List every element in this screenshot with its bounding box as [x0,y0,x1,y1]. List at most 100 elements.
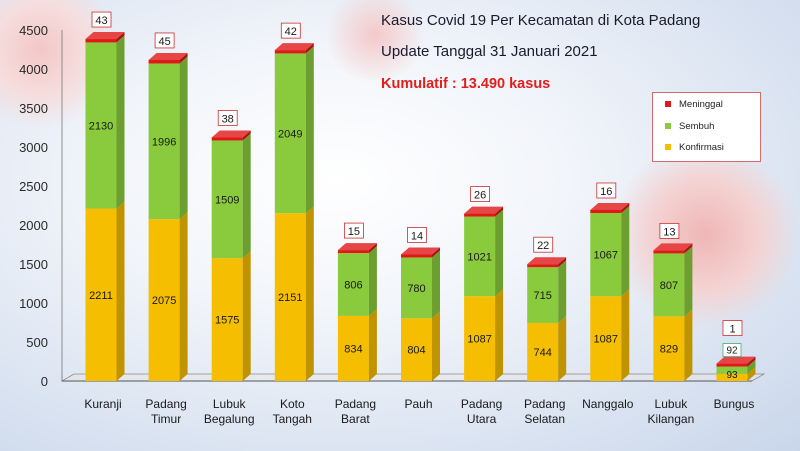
x-tick-label-line: Koto [280,397,305,411]
bar-died-top [590,202,630,210]
bar-confirmed-side [242,251,251,381]
bar-confirmed-side [747,366,756,381]
x-tick-label-line: Lubuk [655,397,689,411]
data-label-recovered: 1067 [594,250,618,262]
y-tick-label: 0 [41,374,48,389]
data-label-died-box [217,110,238,126]
x-tick-label: Padang Utara [461,397,502,426]
data-label-died: 1 [729,324,735,336]
data-label-recovered: 715 [534,290,552,302]
bar-died-side [368,243,377,254]
data-label-confirmed: 1575 [215,315,239,327]
y-tick-label: 4500 [19,23,48,38]
legend-item-sembuh: Sembuh [665,121,714,132]
bar-died-side [558,257,567,268]
data-label-died: 43 [95,15,107,27]
x-tick-label-line: Begalung [204,412,255,426]
x-tick-label: Koto Tangah [273,397,312,426]
x-tick-label-line: Timur [151,412,181,426]
bar-died-top [527,257,567,265]
data-label-confirmed: 1087 [467,334,491,346]
bar-died-top [274,43,314,51]
data-label-recovered: 806 [344,280,362,292]
bar-confirmed [464,296,496,381]
cumulative-total: Kumulatif : 13.490 kasus [381,76,551,92]
data-label-died: 22 [537,240,549,252]
bar-died [527,264,559,268]
bar-died-side [621,202,630,213]
bar-recovered [274,53,306,214]
bar-recovered [337,253,369,316]
legend-swatch-sembuh [665,123,671,130]
bar-died-side [747,356,756,367]
y-tick-label: 1500 [19,257,48,272]
bar-died-top [464,206,504,214]
bar-recovered [85,42,117,209]
data-label-recovered: 780 [407,283,425,295]
data-label-died: 45 [158,36,170,48]
data-label-confirmed: 804 [407,345,425,357]
bar-died-top [85,32,125,40]
legend-swatch-konfirmasi [665,144,671,151]
x-tick-label-line: Padang [461,397,502,411]
x-tick-label: Lubuk Kilangan [648,397,695,426]
bar-confirmed [716,373,748,381]
x-tick-label-line: Padang [145,397,186,411]
y-tick-label: 2500 [19,179,48,194]
data-label-died: 15 [348,226,360,238]
bar-died [85,39,117,43]
bar-recovered [401,257,432,319]
data-label-recovered: 2049 [278,128,302,140]
x-tick-label-line: Barat [341,412,370,426]
legend-swatch-meninggal [665,101,671,108]
bar-recovered-side [621,205,630,297]
bar-confirmed-side [305,206,314,381]
x-tick-label: Padang Timur [145,397,186,426]
data-label-confirmed: 1087 [594,334,618,346]
data-label-recovered: 1996 [152,136,176,148]
y-tick-label: 2000 [19,218,48,233]
data-label-recovered: 1509 [215,194,239,206]
data-label-confirmed: 2211 [89,290,113,302]
y-tick-label: 4000 [19,62,48,77]
bar-confirmed [211,258,243,381]
x-tick-label: Kuranji [84,397,121,411]
legend-label: Konfirmasi [679,142,724,153]
bar-recovered-side [558,260,567,323]
bar-confirmed-side [368,308,377,381]
y-tick-label: 500 [26,335,48,350]
bar-recovered [464,216,496,297]
legend-label: Sembuh [679,121,715,132]
bar-died-top [653,243,693,251]
bar-recovered-side [242,133,251,259]
x-tick-label: Padang Selatan [524,397,565,426]
data-label-died-box [343,222,364,239]
bar-recovered-side [432,250,440,319]
data-label-died-box [154,32,175,49]
bar-died-side [432,247,440,258]
data-label-died-box [407,227,427,243]
bar-confirmed-side [684,309,693,381]
chart-subtitle: Update Tanggal 31 Januari 2021 [381,43,598,60]
bar-died [211,137,243,141]
data-label-confirmed: 834 [344,343,362,355]
y-tick-label: 3000 [19,140,48,155]
data-label-confirmed: 829 [660,344,678,356]
bar-confirmed-side [621,289,630,381]
bar-died-top [337,243,377,251]
data-label-recovered-box [722,343,742,357]
bar-died-side [684,243,693,254]
bar-died [590,209,622,213]
x-tick-label-line: Kilangan [648,412,695,426]
x-tick-label-line: Lubuk [213,397,247,411]
data-label-recovered: 2130 [89,120,113,132]
x-tick-label-line: Pauh [404,397,432,411]
bar-recovered [148,63,180,220]
data-label-died: 38 [222,113,234,125]
bar-died-side [242,130,251,141]
bar-recovered [527,267,559,323]
data-label-died-box [470,186,491,202]
virus-illustration [610,140,800,330]
